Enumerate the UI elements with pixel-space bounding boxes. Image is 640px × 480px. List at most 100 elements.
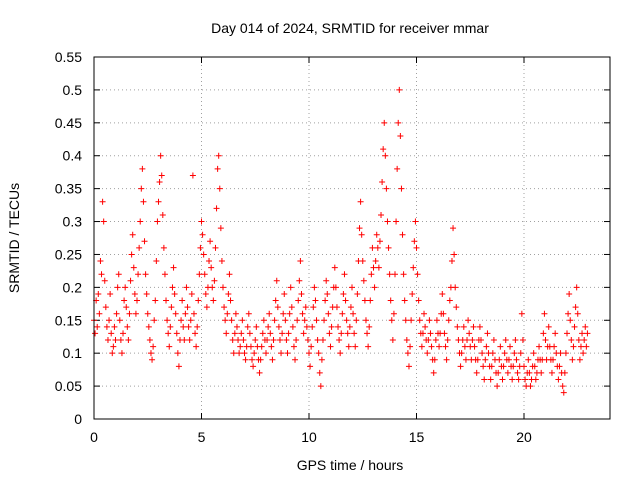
data-point xyxy=(404,350,411,357)
data-point xyxy=(174,350,181,357)
data-point xyxy=(371,284,378,291)
data-point xyxy=(446,297,453,304)
data-point xyxy=(307,363,314,370)
data-point xyxy=(519,337,526,344)
data-point xyxy=(172,310,179,317)
data-point xyxy=(354,290,361,297)
data-point xyxy=(366,323,373,330)
data-point xyxy=(144,310,151,317)
data-point xyxy=(347,304,354,311)
data-point xyxy=(344,330,351,337)
y-tick-label: 0.2 xyxy=(63,279,83,295)
data-point xyxy=(356,225,363,232)
data-point xyxy=(332,284,339,291)
data-point xyxy=(121,297,128,304)
data-point xyxy=(104,337,111,344)
data-point xyxy=(135,271,142,278)
data-point xyxy=(568,337,575,344)
data-point xyxy=(540,330,547,337)
data-point xyxy=(570,343,577,350)
data-point xyxy=(126,310,133,317)
data-point xyxy=(441,330,448,337)
data-point xyxy=(297,258,304,265)
data-point xyxy=(514,369,521,376)
data-point xyxy=(407,343,414,350)
data-point xyxy=(274,304,281,311)
data-point xyxy=(257,356,264,363)
y-tick-label: 0.35 xyxy=(55,181,82,197)
data-point xyxy=(504,369,511,376)
data-point xyxy=(258,343,265,350)
data-point xyxy=(275,323,282,330)
data-point xyxy=(399,231,406,238)
data-point xyxy=(381,119,388,126)
data-point xyxy=(226,271,233,278)
y-tick-label: 0 xyxy=(74,411,82,427)
data-point xyxy=(185,323,192,330)
data-point xyxy=(415,297,422,304)
data-point xyxy=(109,350,116,357)
data-point xyxy=(292,356,299,363)
data-point xyxy=(246,330,253,337)
data-point xyxy=(114,284,121,291)
data-point xyxy=(545,323,552,330)
data-point xyxy=(287,284,294,291)
data-point xyxy=(97,258,104,265)
data-point xyxy=(478,337,484,344)
y-tick-label: 0.1 xyxy=(63,345,83,361)
data-point xyxy=(515,376,522,383)
data-point xyxy=(364,330,371,337)
data-point xyxy=(343,317,350,324)
plot-area-frame xyxy=(93,56,611,420)
data-point xyxy=(296,277,303,284)
data-point xyxy=(583,343,590,350)
data-point xyxy=(426,317,433,324)
data-point xyxy=(582,323,589,330)
data-point xyxy=(331,264,338,271)
data-point xyxy=(208,264,215,271)
chart-title: Day 014 of 2024, SRMTID for receiver mma… xyxy=(211,20,489,36)
data-point xyxy=(199,231,206,238)
data-point xyxy=(256,369,263,376)
data-point xyxy=(203,304,210,311)
grid-lines xyxy=(94,57,610,419)
data-point xyxy=(273,277,280,284)
data-point xyxy=(130,264,137,271)
data-point xyxy=(436,343,443,350)
data-point xyxy=(186,337,193,344)
data-point xyxy=(462,356,469,363)
data-point xyxy=(430,369,437,376)
data-point xyxy=(432,337,439,344)
data-point xyxy=(178,317,185,324)
data-point xyxy=(433,317,440,324)
data-point xyxy=(513,356,520,363)
data-point xyxy=(127,277,134,284)
data-point xyxy=(388,317,395,324)
data-point xyxy=(521,363,527,370)
data-point xyxy=(120,330,127,337)
data-point xyxy=(518,310,525,317)
data-point xyxy=(555,376,562,383)
data-point xyxy=(285,330,292,337)
data-point xyxy=(140,198,147,205)
data-point xyxy=(457,363,464,370)
data-point xyxy=(339,310,346,317)
y-axis-label: SRMTID / TECUs xyxy=(6,183,22,293)
data-point xyxy=(163,297,170,304)
data-point xyxy=(113,310,120,317)
data-point xyxy=(327,343,334,350)
data-point xyxy=(431,356,438,363)
data-point xyxy=(361,297,368,304)
data-point xyxy=(387,297,394,304)
data-point xyxy=(389,337,396,344)
data-point xyxy=(309,323,316,330)
data-point xyxy=(128,251,135,258)
data-point xyxy=(324,290,331,297)
data-point xyxy=(124,323,131,330)
data-point xyxy=(454,323,461,330)
data-point xyxy=(502,337,509,344)
data-point xyxy=(439,290,446,297)
data-point xyxy=(201,271,208,278)
data-point xyxy=(223,330,230,337)
data-point xyxy=(182,310,189,317)
